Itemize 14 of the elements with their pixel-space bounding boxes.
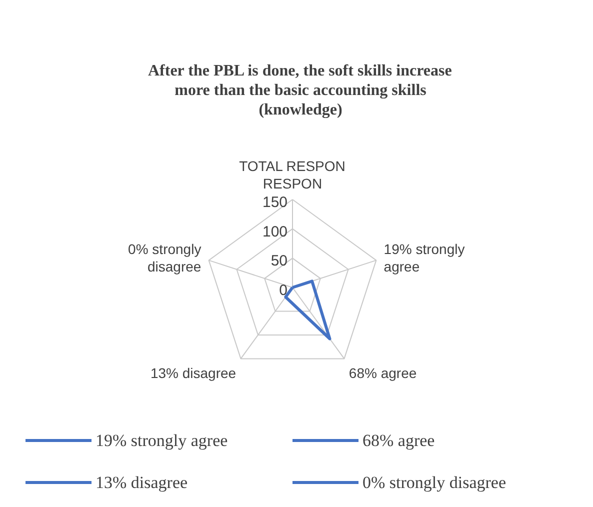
spoke-label: 19% strongly agree bbox=[384, 241, 465, 275]
chart-title: After the PBL is done, the soft skills increase more than the basic accounting skills (knowledge) bbox=[148, 62, 452, 119]
spoke-label: 68% agree bbox=[348, 365, 417, 382]
y-tick-label: 50 bbox=[270, 252, 288, 270]
text: 68% agree bbox=[362, 431, 435, 450]
text: 19% strongly agree bbox=[96, 431, 228, 450]
y-tick-label: 150 bbox=[262, 194, 288, 211]
y-tick-label: 100 bbox=[262, 223, 288, 240]
spoke-label: 0% strongly disagree bbox=[128, 241, 202, 275]
spoke-label: 13% disagree bbox=[150, 365, 236, 382]
text: 0% strongly disagree bbox=[362, 473, 506, 492]
spoke-label: TOTAL RESPON RESPON bbox=[239, 158, 346, 192]
text: 13% disagree bbox=[96, 473, 188, 492]
y-tick-label: 0 bbox=[279, 282, 288, 299]
